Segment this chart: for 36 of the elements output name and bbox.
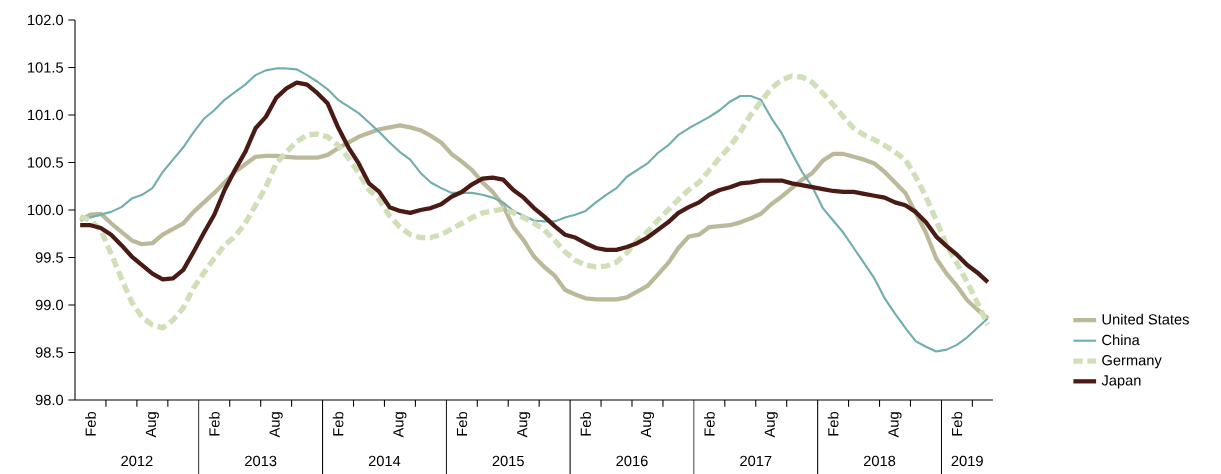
text: 2013 (245, 455, 277, 467)
y-tick-label: 101.0 (28, 109, 64, 121)
y-tick-label: 98.5 (35, 347, 64, 358)
x-tick-label: Aug (517, 412, 531, 438)
text: 2018 (863, 455, 896, 467)
x-tick-label: Aug (393, 412, 407, 438)
x-tick-label: Feb (85, 411, 96, 436)
x-tick-label: Feb (827, 411, 839, 436)
x-tick-label: Aug (640, 412, 655, 438)
x-tick-label: Aug (888, 412, 902, 438)
y-tick-label: 99.5 (35, 252, 64, 263)
text: 2016 (616, 455, 648, 467)
x-tick-label: Aug (269, 412, 283, 438)
y-tick-label: 99.0 (35, 299, 64, 311)
x-tick-label: Feb (703, 411, 715, 436)
x-tick-label: Feb (951, 411, 963, 436)
x-tick-label: Feb (456, 411, 468, 436)
y-tick-label: 100.5 (28, 157, 63, 168)
y-tick-label: 100.0 (28, 204, 64, 216)
x-tick-label: Aug (145, 412, 159, 438)
text: 2012 (121, 455, 153, 467)
text: 2014 (368, 455, 401, 467)
y-tick-label: 102.0 (28, 14, 64, 26)
y-tick-label: 98.0 (35, 394, 64, 406)
x-tick-label: Feb (332, 411, 344, 436)
x-tick-label: Aug (764, 412, 778, 438)
text: 2019 (951, 455, 983, 467)
legend-label: Japan (1101, 375, 1141, 389)
text: 2017 (740, 455, 772, 467)
legend-label: United States (1102, 313, 1189, 325)
text: 2015 (492, 455, 524, 467)
legend-label: China (1102, 334, 1140, 346)
y-tick-label: 101.5 (28, 62, 63, 73)
x-tick-label: Feb (580, 411, 591, 436)
legend-label: Germany (1102, 355, 1162, 369)
x-tick-label: Feb (208, 411, 220, 436)
